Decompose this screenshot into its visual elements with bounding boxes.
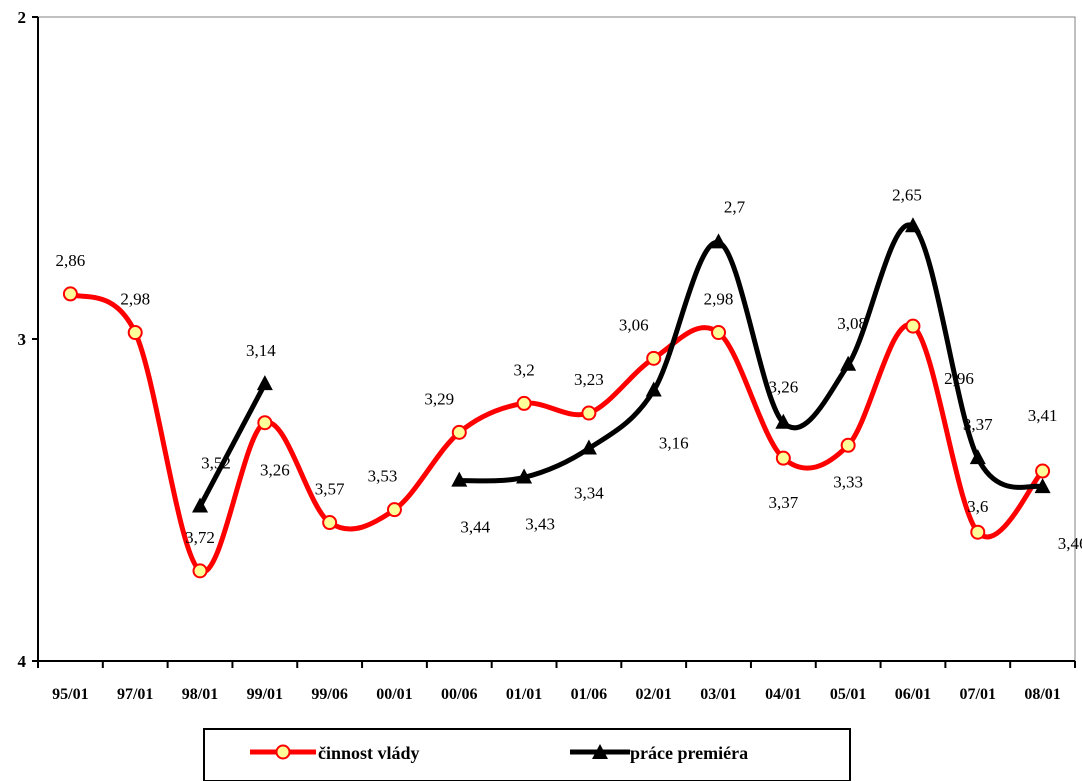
- data-label-prace-premiera: 3,26: [768, 378, 798, 397]
- x-tick-label: 98/01: [182, 686, 218, 703]
- data-point-prace-premiera: [580, 439, 597, 455]
- data-label-prace-premiera: 3,44: [460, 518, 490, 537]
- legend-triangle-marker-icon: [592, 744, 608, 759]
- data-point-cinnost-vlady: [905, 318, 921, 334]
- legend-label-prace-premiera: práce premiéra: [630, 743, 748, 763]
- data-point-cinnost-vlady: [516, 395, 532, 411]
- data-point-cinnost-vlady: [840, 437, 856, 453]
- data-label-cinnost-vlady: 3,41: [1028, 406, 1058, 425]
- data-label-prace-premiera: 3,37: [963, 415, 993, 434]
- data-point-cinnost-vlady: [581, 405, 597, 421]
- data-label-cinnost-vlady: 2,98: [704, 290, 734, 309]
- data-point-prace-premiera: [192, 497, 209, 513]
- x-tick-label: 97/01: [117, 686, 153, 703]
- data-point-prace-premiera: [840, 355, 857, 371]
- data-point-cinnost-vlady: [62, 286, 78, 302]
- legend: činnost vlády práce premiéra: [203, 728, 851, 781]
- series-markers: [62, 217, 1051, 579]
- x-tick-label: 00/01: [376, 686, 412, 703]
- data-label-prace-premiera: 3,46: [1058, 534, 1082, 553]
- x-tick-label: 06/01: [895, 686, 931, 703]
- data-point-prace-premiera: [775, 413, 792, 429]
- x-tick-label: 99/06: [311, 686, 347, 703]
- data-label-cinnost-vlady: 3,6: [967, 497, 988, 516]
- data-label-cinnost-vlady: 3,23: [574, 370, 604, 389]
- data-label-cinnost-vlady: 2,96: [944, 369, 974, 388]
- data-point-cinnost-vlady: [386, 502, 402, 518]
- data-label-prace-premiera: 3,16: [659, 434, 689, 453]
- data-point-prace-premiera: [969, 449, 986, 465]
- data-label-prace-premiera: 3,52: [201, 453, 231, 472]
- x-tick-label: 03/01: [700, 686, 736, 703]
- data-label-prace-premiera: 3,14: [246, 341, 276, 360]
- x-axis-ticks: 95/01 97/01 98/01 99/01 99/06 00/01 00/06 01/01…: [37, 661, 1076, 703]
- x-tick-label: 99/01: [247, 686, 283, 703]
- y-axis-ticks: 2 3 4: [18, 8, 38, 671]
- x-tick-label: 08/01: [1024, 686, 1060, 703]
- x-tick-label: 01/01: [506, 686, 542, 703]
- legend-circle-marker-icon: [275, 744, 291, 760]
- data-label-cinnost-vlady: 3,37: [768, 493, 798, 512]
- data-label-prace-premiera: 2,65: [892, 185, 922, 204]
- y-tick-label: 2: [18, 8, 27, 27]
- x-tick-label: 01/06: [571, 686, 607, 703]
- x-tick-label: 04/01: [765, 686, 801, 703]
- data-point-prace-premiera: [904, 217, 921, 233]
- data-point-prace-premiera: [256, 375, 273, 391]
- legend-box: [203, 728, 851, 781]
- x-tick-label: 00/06: [441, 686, 477, 703]
- data-point-prace-premiera: [516, 468, 533, 484]
- data-point-prace-premiera: [645, 381, 662, 397]
- data-label-cinnost-vlady: 3,29: [424, 389, 454, 408]
- data-label-prace-premiera: 3,34: [574, 483, 604, 502]
- x-tick-label: 02/01: [635, 686, 671, 703]
- x-tick-label: 07/01: [960, 686, 996, 703]
- data-point-cinnost-vlady: [711, 325, 727, 341]
- data-point-cinnost-vlady: [322, 515, 338, 531]
- data-point-cinnost-vlady: [127, 325, 143, 341]
- data-point-cinnost-vlady: [451, 424, 467, 440]
- legend-label-cinnost-vlady: činnost vlády: [318, 743, 420, 763]
- data-point-cinnost-vlady: [257, 415, 273, 431]
- series-line-prace-premiera: [197, 381, 268, 509]
- data-label-prace-premiera: 2,7: [724, 197, 746, 216]
- data-labels: 2,86 2,98 3,72 3,26 3,57 3,53 3,29 3,2 3,23 3,06 2…: [56, 185, 1082, 553]
- data-label-cinnost-vlady: 3,06: [619, 315, 649, 334]
- x-tick-label: 95/01: [52, 686, 88, 703]
- data-label-cinnost-vlady: 2,86: [56, 251, 86, 270]
- data-label-cinnost-vlady: 3,72: [185, 528, 215, 547]
- plot-area: [37, 16, 1076, 662]
- data-label-cinnost-vlady: 3,57: [315, 480, 345, 499]
- x-tick-label: 05/01: [830, 686, 866, 703]
- data-point-cinnost-vlady: [1035, 463, 1051, 479]
- data-label-prace-premiera: 3,08: [837, 314, 867, 333]
- data-label-cinnost-vlady: 3,26: [260, 461, 290, 480]
- data-point-prace-premiera: [710, 233, 727, 249]
- legend-item-prace-premiera: práce premiéra: [570, 743, 748, 763]
- data-point-cinnost-vlady: [775, 450, 791, 466]
- data-label-cinnost-vlady: 3,33: [833, 472, 863, 491]
- data-label-prace-premiera: 3,43: [525, 514, 555, 533]
- data-point-prace-premiera: [1034, 478, 1051, 494]
- data-label-cinnost-vlady: 3,2: [513, 360, 534, 379]
- data-point-cinnost-vlady: [646, 350, 662, 366]
- data-label-cinnost-vlady: 3,53: [368, 467, 398, 486]
- data-point-cinnost-vlady: [970, 524, 986, 540]
- data-point-cinnost-vlady: [192, 563, 208, 579]
- legend-item-cinnost-vlady: činnost vlády: [250, 743, 420, 763]
- y-tick-label: 4: [18, 652, 27, 671]
- data-label-cinnost-vlady: 2,98: [120, 290, 150, 309]
- data-point-prace-premiera: [451, 471, 468, 487]
- y-tick-label: 3: [18, 330, 27, 349]
